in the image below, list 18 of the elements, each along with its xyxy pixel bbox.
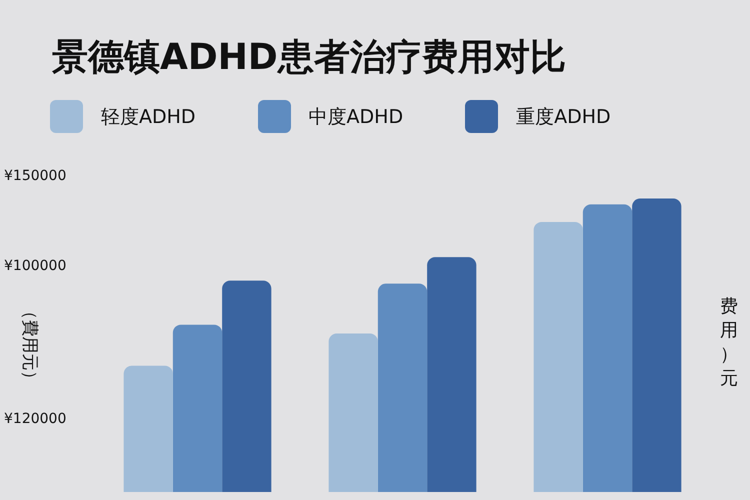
bar [632, 198, 682, 492]
text: ¥120000 [4, 411, 66, 427]
bar [582, 204, 632, 492]
legend-label: 轻度ADHD [101, 104, 196, 130]
bar [328, 334, 378, 492]
y2-axis-title: 费用）元 [720, 295, 738, 391]
bar [378, 284, 428, 492]
chart-title: 景德镇ADHD患者治疗费用对比 [52, 36, 566, 80]
bar [124, 366, 173, 492]
bar [534, 222, 583, 492]
text: ¥150000 [4, 168, 66, 184]
text: ¥100000 [4, 258, 66, 274]
bar [172, 324, 222, 492]
legend-label: 重度ADHD [516, 104, 611, 130]
legend-label: 中度ADHD [308, 104, 404, 130]
bar [222, 280, 272, 492]
bar [427, 257, 476, 492]
y-axis-title: （費用元） [18, 302, 40, 388]
